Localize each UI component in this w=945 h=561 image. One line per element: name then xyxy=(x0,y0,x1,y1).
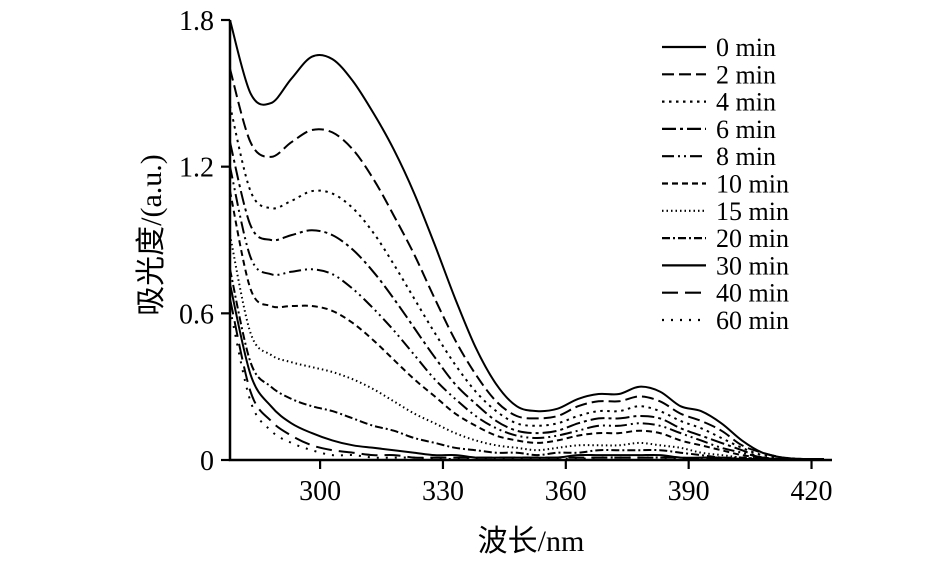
curve-6-min xyxy=(229,141,824,460)
x-tick-label: 300 xyxy=(299,476,341,507)
legend-label: 2 min xyxy=(716,60,776,89)
curve-10-min xyxy=(229,190,824,460)
legend-item: 60 min xyxy=(662,306,789,335)
legend-label: 4 min xyxy=(716,88,776,117)
x-tick-label: 330 xyxy=(422,476,464,507)
legend-item: 15 min xyxy=(662,197,789,226)
legend-item: 0 min xyxy=(662,33,776,62)
y-tick-label: 1.8 xyxy=(179,6,214,37)
legend-item: 20 min xyxy=(662,224,789,253)
legend-label: 20 min xyxy=(716,224,789,253)
legend-label: 40 min xyxy=(716,279,789,308)
legend-label: 60 min xyxy=(716,306,789,335)
legend-item: 10 min xyxy=(662,170,789,199)
y-tick-label: 1.2 xyxy=(179,153,214,184)
y-tick-label: 0 xyxy=(200,446,214,477)
legend-item: 4 min xyxy=(662,88,776,117)
legend-label: 6 min xyxy=(716,115,776,144)
curve-8-min xyxy=(229,166,824,460)
curve-20-min xyxy=(229,269,824,460)
x-axis-title: 波长/nm xyxy=(477,525,585,558)
legend-item: 8 min xyxy=(662,142,776,171)
legend-item: 2 min xyxy=(662,60,776,89)
legend-label: 8 min xyxy=(716,142,776,171)
legend-item: 30 min xyxy=(662,251,789,280)
legend-label: 0 min xyxy=(716,33,776,62)
legend-item: 40 min xyxy=(662,279,789,308)
x-tick-label: 420 xyxy=(791,476,833,507)
curve-2-min xyxy=(229,68,824,460)
legend-label: 15 min xyxy=(716,197,789,226)
legend-label: 10 min xyxy=(716,170,789,199)
x-tick-label: 390 xyxy=(668,476,710,507)
y-axis-title: 吸光度/(a.u.) xyxy=(135,154,168,316)
curve-40-min xyxy=(229,298,824,460)
y-tick-label: 0.6 xyxy=(179,299,214,330)
curve-4-min xyxy=(229,105,824,460)
legend-label: 30 min xyxy=(716,251,789,280)
legend-item: 6 min xyxy=(662,115,776,144)
curve-15-min xyxy=(229,234,824,460)
x-tick-label: 360 xyxy=(545,476,587,507)
curve-0-min xyxy=(229,19,824,460)
